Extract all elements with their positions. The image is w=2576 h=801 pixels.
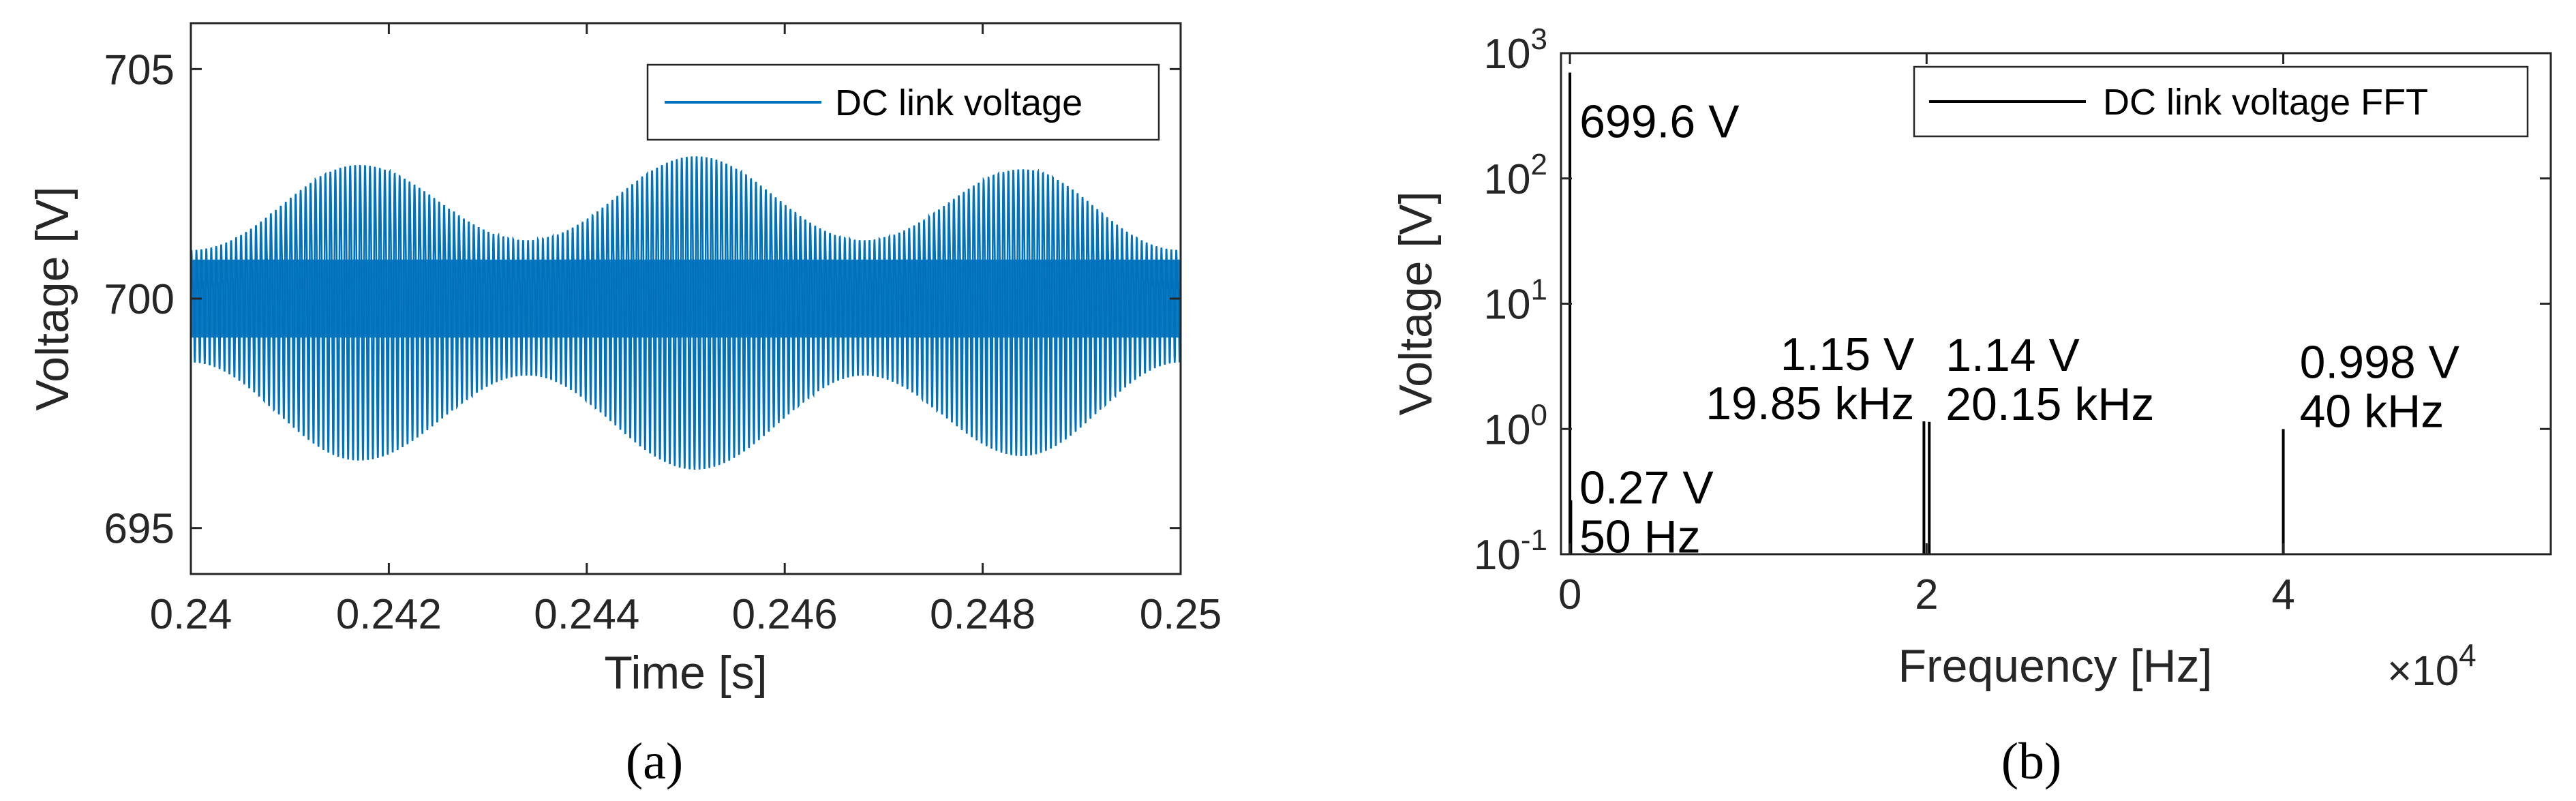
fft-peak-annotation: 1.14 V 20.15 kHz — [1945, 329, 2154, 430]
panel-a-y-axis-label: Voltage [V] — [27, 187, 78, 411]
dc-link-voltage-dense-band — [191, 259, 1181, 338]
panel-b-x-axis-multiplier: ×104 — [2387, 637, 2476, 695]
fft-peak-annotation: 1.15 V 19.85 kHz — [1706, 329, 1915, 429]
panel-a-y-tick-label: 695 — [104, 506, 175, 553]
panel-a-ticks: 0.24 0.242 0.244 0.246 0.248 0.25 695 700 705 — [104, 23, 1222, 638]
panel-b-ticks: 0 2 4 10-1 100 101 102 103 — [1474, 22, 2551, 618]
panel-b-y-axis-label: Voltage [V] — [1390, 192, 1442, 416]
panel-b-fft: 0 2 4 10-1 100 101 102 103 699.6 V 0.27 V 50 Hz 1.… — [1390, 22, 2552, 790]
panel-b-x-tick-label: 2 — [1915, 571, 1938, 618]
panel-b-legend-label: DC link voltage FFT — [2103, 82, 2428, 123]
panel-a-x-tick-label: 0.244 — [534, 591, 639, 638]
dc-link-voltage-trace — [190, 156, 1182, 470]
fft-peak-annotation: 0.998 V 40 kHz — [2300, 336, 2460, 437]
panel-a-y-tick-label: 705 — [104, 46, 175, 93]
panel-b-y-tick-label: 102 — [1484, 148, 1547, 203]
panel-b-legend: DC link voltage FFT — [1913, 65, 2529, 138]
panel-a-x-tick-label: 0.24 — [150, 591, 232, 638]
panel-a-x-tick-label: 0.25 — [1140, 591, 1222, 638]
panel-b-x-tick-label: 4 — [2271, 571, 2294, 618]
panel-a-x-tick-label: 0.248 — [930, 591, 1035, 638]
panel-b-y-tick-label: 101 — [1484, 273, 1547, 329]
panel-b-y-tick-label: 100 — [1484, 398, 1547, 453]
panel-a-y-tick-label: 700 — [104, 276, 175, 323]
panel-a-legend: DC link voltage — [646, 63, 1160, 141]
panel-a-x-tick-label: 0.246 — [732, 591, 838, 638]
panel-b-caption: (b) — [2001, 733, 2062, 790]
panel-b-y-tick-label: 10-1 — [1474, 524, 1547, 579]
panel-a-time-domain: 0.24 0.242 0.244 0.246 0.248 0.25 695 700 705 DC… — [27, 22, 1222, 790]
panel-a-x-tick-label: 0.242 — [336, 591, 442, 638]
panel-a-legend-label: DC link voltage — [835, 82, 1082, 123]
panel-b-y-tick-label: 103 — [1484, 22, 1547, 78]
fft-peak-annotation: 699.6 V — [1579, 96, 1740, 148]
panel-b-x-tick-label: 0 — [1558, 571, 1581, 618]
fft-peak-annotation: 0.27 V 50 Hz — [1579, 462, 1714, 563]
panel-a-caption: (a) — [626, 733, 683, 790]
panel-a-x-axis-label: Time [s] — [604, 647, 767, 699]
panel-b-x-axis-label: Frequency [Hz] — [1898, 640, 2212, 692]
